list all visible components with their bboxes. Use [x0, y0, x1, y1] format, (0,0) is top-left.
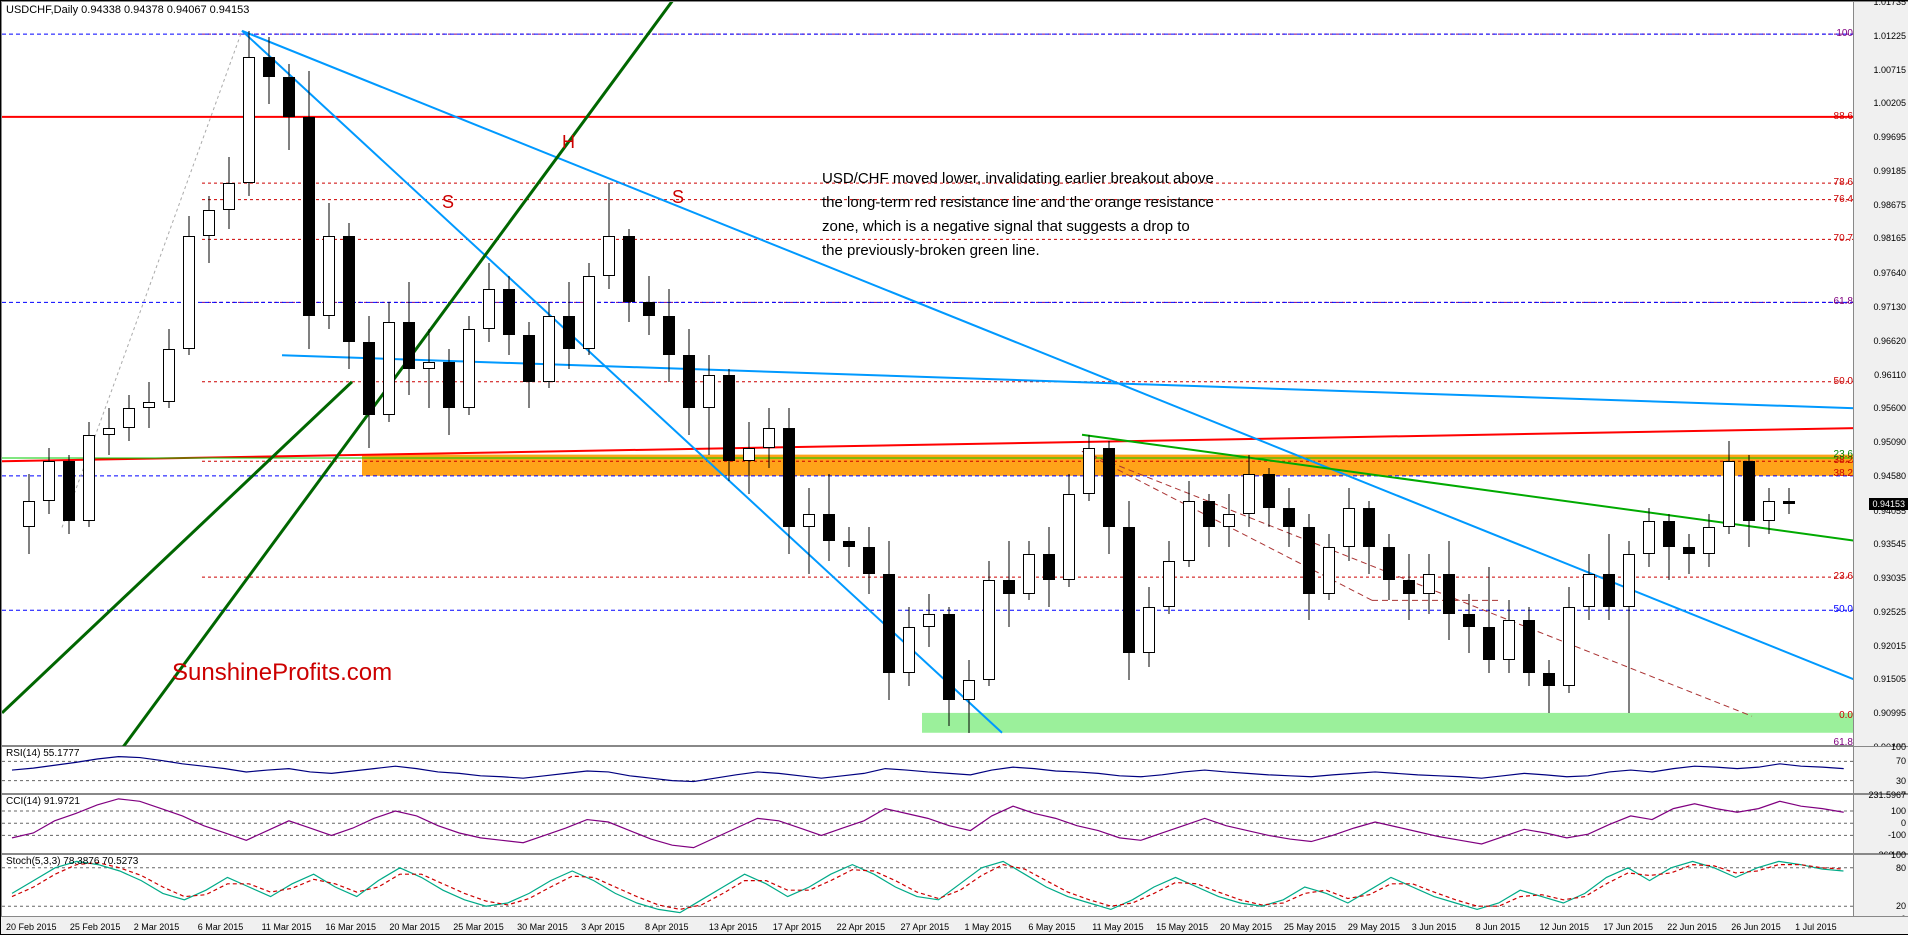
- chart-title: USDCHF,Daily 0.94338 0.94378 0.94067 0.9…: [6, 4, 249, 16]
- stoch-title: Stoch(5,3,3) 78.3876 70.5273: [6, 856, 138, 867]
- current-price-marker: 0.94153: [1869, 498, 1908, 510]
- rsi-title: RSI(14) 55.1777: [6, 748, 79, 759]
- pattern-s2: S: [672, 187, 684, 208]
- pattern-s1: S: [442, 192, 454, 213]
- date-axis: 20 Feb 201525 Feb 20152 Mar 20156 Mar 20…: [1, 916, 1908, 934]
- rsi-indicator[interactable]: RSI(14) 55.1777 10070300: [1, 746, 1908, 794]
- price-axis: 1.017351.012251.007151.002050.996950.991…: [1853, 2, 1908, 747]
- cci-title: CCI(14) 91.9721: [6, 796, 80, 807]
- cci-axis: 231.59671000-100-260.52: [1853, 795, 1908, 853]
- watermark: SunshineProfits.com: [172, 659, 392, 687]
- cci-indicator[interactable]: CCI(14) 91.9721 231.59671000-100-260.52: [1, 794, 1908, 854]
- chart-plot-area[interactable]: USD/CHF moved lower, invalidating earlie…: [2, 2, 1855, 747]
- stoch-axis: 10080200: [1853, 855, 1908, 917]
- main-price-chart[interactable]: USDCHF,Daily 0.94338 0.94378 0.94067 0.9…: [1, 1, 1908, 746]
- analysis-annotation: USD/CHF moved lower, invalidating earlie…: [822, 167, 1214, 263]
- rsi-axis: 10070300: [1853, 747, 1908, 793]
- pattern-h: H: [562, 132, 575, 153]
- stoch-indicator[interactable]: Stoch(5,3,3) 78.3876 70.5273 10080200: [1, 854, 1908, 918]
